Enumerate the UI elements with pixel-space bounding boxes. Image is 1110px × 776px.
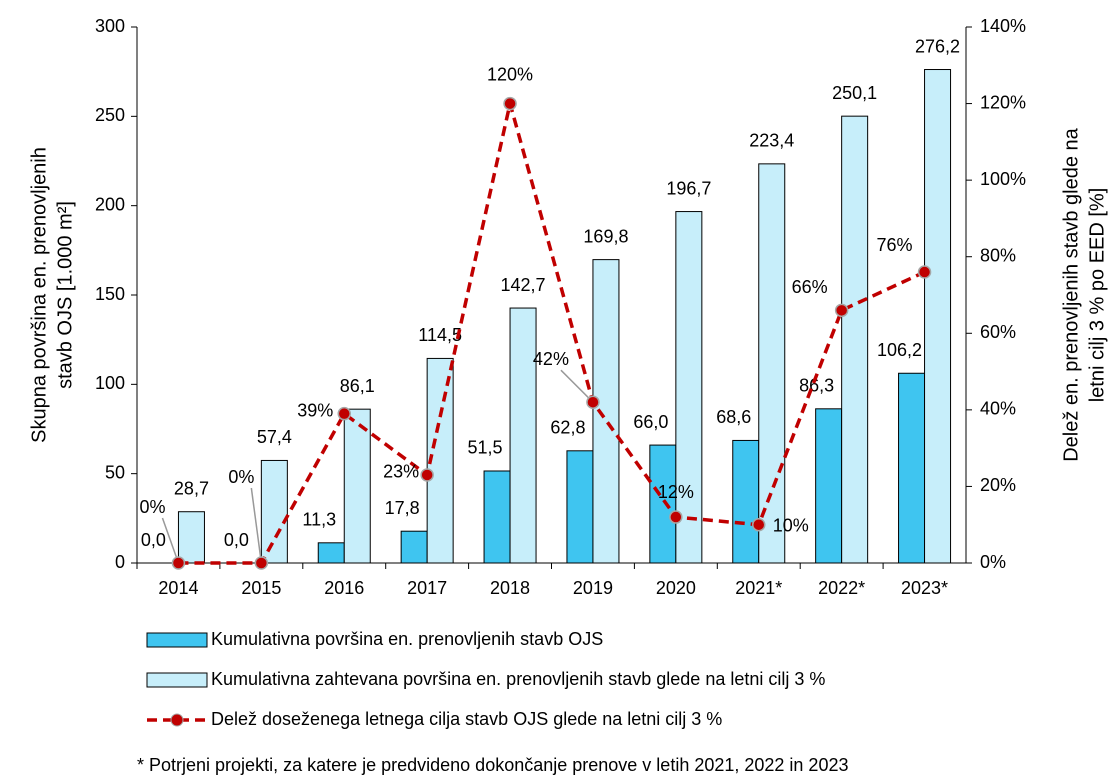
data-label: 106,2	[877, 340, 922, 360]
bar	[343, 408, 371, 564]
bar	[592, 259, 620, 564]
bar	[841, 115, 869, 564]
bar	[758, 163, 786, 564]
y2-tick-label: 60%	[980, 322, 1016, 342]
y2-tick-label: 20%	[980, 475, 1016, 495]
y-axis-label: Skupna površina en. prenovljenih	[28, 147, 50, 443]
x-tick-label: 2018	[490, 578, 530, 598]
data-label: 51,5	[468, 438, 503, 458]
data-label: 120%	[487, 64, 533, 84]
data-label: 57,4	[257, 427, 292, 447]
line-marker	[503, 96, 517, 111]
line-marker	[917, 265, 932, 279]
bar	[675, 211, 703, 564]
data-label: 114,5	[418, 325, 462, 345]
y-tick-label: 50	[105, 462, 125, 482]
data-label: 11,3	[302, 510, 336, 530]
y-tick-label: 200	[95, 194, 125, 214]
y-tick-label: 100	[95, 373, 125, 393]
bar	[260, 459, 288, 564]
line-marker	[254, 556, 269, 570]
line	[178, 103, 926, 565]
data-label: 0%	[139, 497, 165, 517]
y-tick-label: 0	[115, 552, 125, 572]
data-label: 28,7	[174, 478, 209, 498]
data-label: 86,1	[340, 376, 375, 396]
data-label: 42%	[533, 349, 569, 369]
legend-label: Kumulativna zahtevana površina en. preno…	[211, 669, 825, 689]
bar	[649, 444, 677, 564]
line-marker	[171, 556, 186, 570]
bar	[566, 450, 594, 564]
data-label: 250,1	[832, 83, 877, 103]
x-tick-label: 2015	[241, 578, 281, 598]
data-label: 196,7	[666, 178, 711, 198]
leader-line	[560, 369, 594, 403]
y2-tick-label: 80%	[980, 245, 1016, 265]
data-label: 0,0	[224, 530, 249, 550]
y-tick-label: 150	[95, 284, 125, 304]
bar	[400, 530, 428, 564]
line-marker	[586, 395, 600, 409]
bar	[177, 511, 205, 564]
data-label: 76%	[877, 235, 913, 255]
x-tick-label: 2022*	[818, 578, 865, 598]
line-marker	[420, 468, 434, 482]
x-tick-label: 2021*	[735, 578, 782, 598]
bar	[317, 542, 345, 564]
y2-tick-label: 0%	[980, 552, 1006, 572]
x-tick-label: 2020	[656, 578, 696, 598]
data-label: 10%	[773, 515, 809, 535]
legend-swatch	[170, 713, 184, 727]
data-label: 12%	[658, 482, 694, 502]
y2-tick-label: 120%	[980, 92, 1026, 112]
leader-line	[161, 517, 180, 564]
line-marker	[834, 303, 849, 318]
y2-axis-label: letni cilj 3 % po EED [%]	[1086, 188, 1108, 403]
bar	[509, 307, 537, 564]
legend-swatch	[146, 672, 208, 688]
y-tick-label: 300	[95, 16, 125, 36]
x-tick-label: 2017	[407, 578, 447, 598]
x-tick-label: 2014	[158, 578, 198, 598]
data-label: 66%	[792, 277, 828, 297]
data-label: 68,6	[716, 407, 751, 427]
legend-label: Kumulativna površina en. prenovljenih st…	[211, 629, 603, 649]
data-label: 276,2	[915, 36, 960, 56]
data-label: 86,3	[799, 376, 834, 396]
line-marker	[669, 510, 683, 524]
y2-tick-label: 100%	[980, 169, 1026, 189]
legend-swatch	[146, 632, 208, 648]
data-label: 0%	[228, 467, 254, 487]
leader-line	[250, 487, 263, 564]
y-axis-label: stavb OJS [1.000 m²]	[54, 201, 76, 389]
data-label: 62,8	[550, 418, 585, 438]
line-marker	[752, 517, 766, 532]
y2-tick-label: 140%	[980, 16, 1026, 36]
line-marker	[337, 406, 351, 421]
data-label: 66,0	[633, 412, 668, 432]
footnote: * Potrjeni projekti, za katere je predvi…	[137, 755, 848, 775]
bar	[898, 372, 926, 564]
legend-label: Delež doseženega letnega cilja stavb OJS…	[211, 709, 722, 729]
x-tick-label: 2023*	[901, 578, 948, 598]
data-label: 23%	[383, 462, 419, 482]
bar	[732, 439, 760, 564]
y2-tick-label: 40%	[980, 399, 1016, 419]
data-label: 223,4	[749, 131, 794, 151]
bar	[924, 69, 952, 564]
bar	[815, 408, 843, 564]
data-label: 169,8	[583, 226, 628, 246]
data-label: 39%	[297, 400, 333, 420]
x-tick-label: 2019	[573, 578, 613, 598]
y2-axis-label: Delež en. prenovljenih stavb glede na	[1060, 127, 1082, 461]
data-label: 0,0	[141, 530, 166, 550]
data-label: 142,7	[501, 275, 546, 295]
x-tick-label: 2016	[324, 578, 364, 598]
bar	[483, 470, 511, 564]
data-label: 17,8	[385, 498, 420, 518]
y-tick-label: 250	[95, 105, 125, 125]
